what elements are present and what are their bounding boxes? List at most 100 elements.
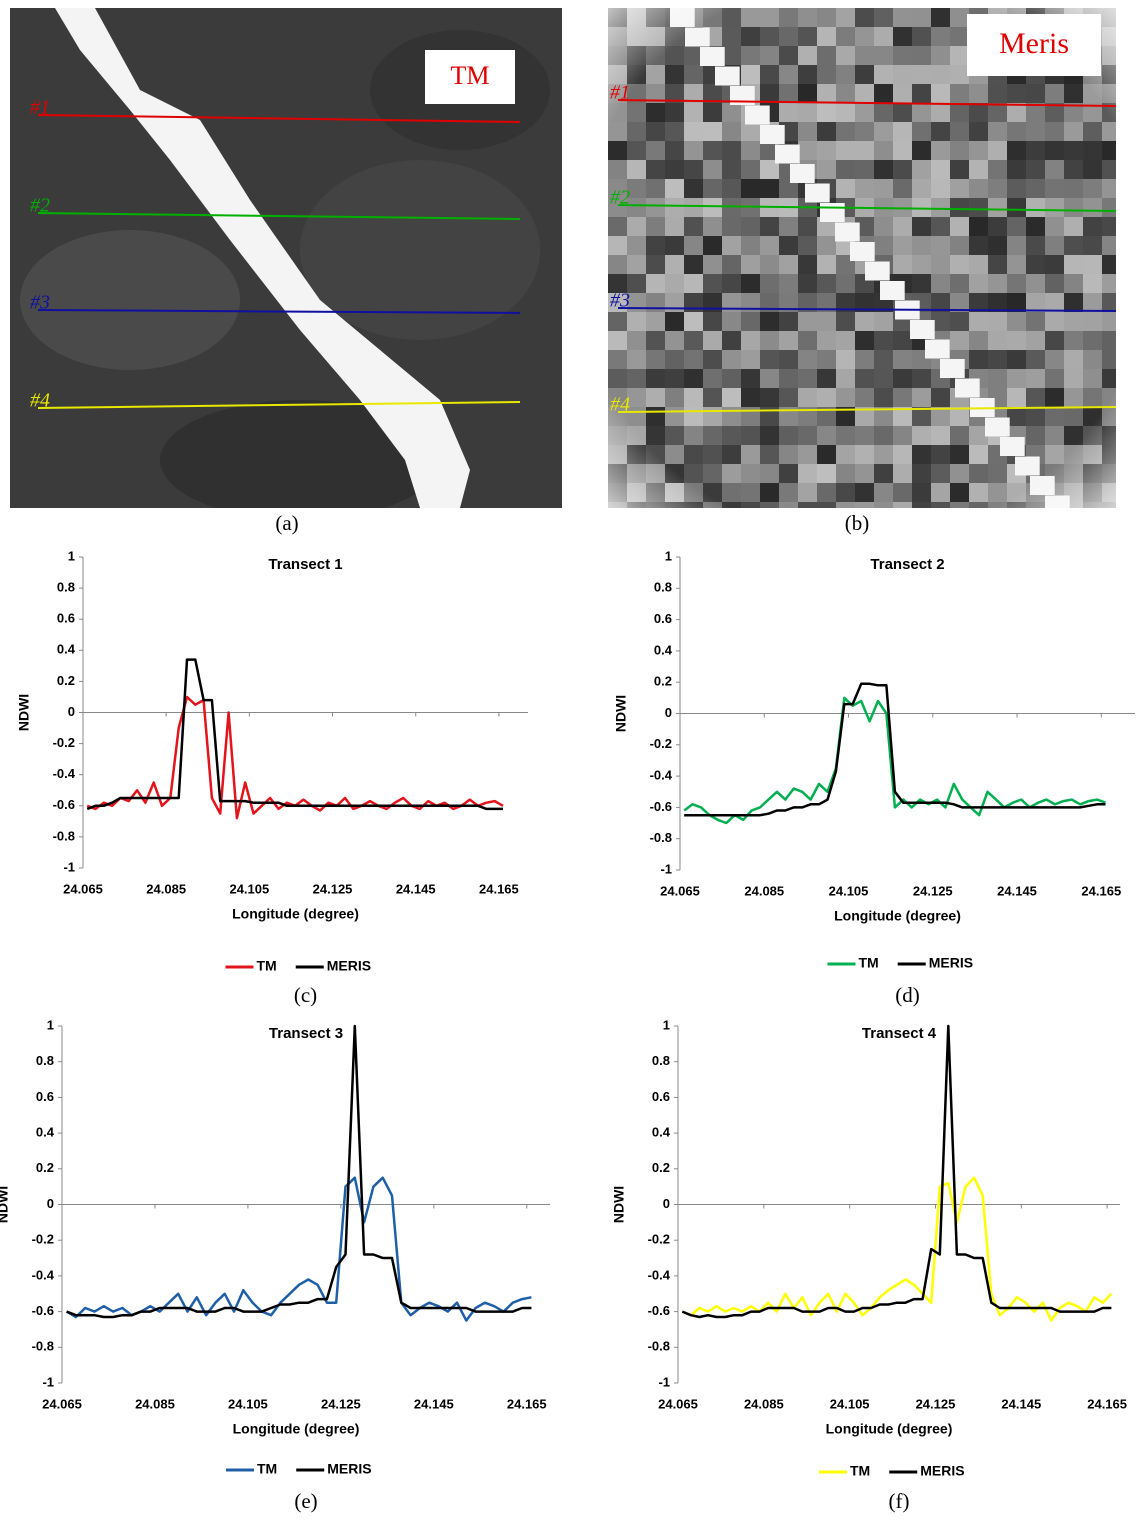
label-box bbox=[967, 14, 1101, 76]
x-tick-label: 24.105 bbox=[829, 883, 869, 898]
y-tick-label: 0 bbox=[68, 704, 75, 719]
y-tick-label: -1 bbox=[658, 1374, 670, 1389]
x-tick-label: 24.065 bbox=[658, 1396, 698, 1411]
y-tick-label: 0.4 bbox=[57, 642, 76, 657]
transect-line bbox=[37, 401, 521, 409]
image-label: Meris bbox=[999, 27, 1069, 60]
y-tick-label: -0.8 bbox=[650, 830, 672, 845]
chart-title: Transect 2 bbox=[870, 556, 944, 573]
x-tick-label: 24.145 bbox=[997, 883, 1037, 898]
caption: (c) bbox=[294, 983, 317, 1007]
x-tick-label: 24.065 bbox=[42, 1396, 82, 1411]
y-tick-label: -0.8 bbox=[53, 828, 75, 843]
y-tick-label: 0.4 bbox=[36, 1125, 55, 1140]
legend-label: MERIS bbox=[920, 1463, 964, 1479]
caption: (f) bbox=[889, 1489, 910, 1513]
y-tick-label: 0.2 bbox=[36, 1160, 54, 1175]
x-tick-label: 24.125 bbox=[916, 1396, 956, 1411]
x-tick-label: 24.145 bbox=[396, 881, 436, 896]
x-tick-label: 24.065 bbox=[63, 881, 103, 896]
y-tick-label: 1 bbox=[665, 548, 672, 563]
label-box bbox=[425, 50, 515, 104]
x-tick-label: 24.125 bbox=[913, 883, 953, 898]
caption: (a) bbox=[275, 511, 298, 535]
x-tick-label: 24.085 bbox=[744, 883, 784, 898]
y-axis-label: NDWI bbox=[16, 694, 32, 731]
y-axis-label: NDWI bbox=[0, 1186, 11, 1223]
y-tick-label: -0.6 bbox=[648, 1303, 670, 1318]
terrain bbox=[160, 400, 440, 508]
x-tick-label: 24.085 bbox=[146, 881, 186, 896]
x-tick-label: 24.105 bbox=[229, 881, 269, 896]
transect-label: #2 bbox=[30, 195, 50, 217]
y-tick-label: -0.6 bbox=[650, 799, 672, 814]
transect-line bbox=[617, 99, 1116, 107]
y-tick-label: -0.4 bbox=[32, 1267, 55, 1282]
y-tick-label: 0.2 bbox=[57, 673, 75, 688]
x-axis-label: Longitude (degree) bbox=[233, 1421, 360, 1437]
x-axis-label: Longitude (degree) bbox=[232, 906, 359, 922]
x-tick-label: 24.165 bbox=[1081, 883, 1121, 898]
series-line bbox=[681, 1024, 1112, 1319]
y-tick-label: -0.4 bbox=[650, 768, 673, 783]
transect-line bbox=[617, 406, 1116, 413]
transect-line bbox=[37, 309, 521, 314]
chart-title: Transect 3 bbox=[269, 1025, 343, 1042]
terrain bbox=[300, 160, 540, 340]
transect-label: #2 bbox=[610, 187, 630, 209]
caption: (e) bbox=[294, 1489, 317, 1513]
legend-label: MERIS bbox=[327, 1461, 371, 1477]
legend-label: TM bbox=[257, 1461, 277, 1477]
legend-label: TM bbox=[850, 1463, 870, 1479]
y-tick-label: 1 bbox=[68, 548, 75, 563]
x-axis-label: Longitude (degree) bbox=[826, 1421, 953, 1437]
image-label: TM bbox=[451, 61, 490, 90]
transect-line bbox=[617, 204, 1116, 212]
transect-line bbox=[37, 212, 521, 220]
x-tick-label: 24.125 bbox=[321, 1396, 361, 1411]
y-tick-label: -0.6 bbox=[53, 797, 75, 812]
river bbox=[55, 8, 470, 508]
legend-label: MERIS bbox=[929, 955, 973, 971]
y-tick-label: -0.2 bbox=[32, 1232, 54, 1247]
x-axis-label: Longitude (degree) bbox=[834, 908, 961, 924]
series-line bbox=[66, 1024, 532, 1319]
y-tick-label: 0.6 bbox=[57, 611, 75, 626]
y-axis-label: NDWI bbox=[611, 1186, 627, 1223]
legend-label: MERIS bbox=[327, 958, 371, 974]
y-tick-label: 0.6 bbox=[36, 1089, 54, 1104]
y-tick-label: -1 bbox=[660, 861, 672, 876]
transect-label: #3 bbox=[610, 290, 630, 312]
transect-label: #4 bbox=[30, 390, 50, 412]
transect-label: #1 bbox=[30, 97, 50, 119]
y-tick-label: -0.8 bbox=[648, 1339, 670, 1354]
series-line bbox=[65, 1176, 532, 1322]
legend-label: TM bbox=[859, 955, 879, 971]
caption: (d) bbox=[895, 983, 920, 1007]
y-tick-label: 0.2 bbox=[652, 1160, 670, 1175]
y-tick-label: 0.8 bbox=[36, 1053, 54, 1068]
y-tick-label: 1 bbox=[47, 1017, 54, 1032]
y-tick-label: 0 bbox=[665, 705, 672, 720]
x-tick-label: 24.165 bbox=[507, 1396, 547, 1411]
y-tick-label: -0.4 bbox=[648, 1267, 671, 1282]
y-tick-label: 0.8 bbox=[654, 580, 672, 595]
transect-label: #3 bbox=[30, 292, 50, 314]
transect-line bbox=[37, 114, 521, 123]
legend-label: TM bbox=[257, 958, 277, 974]
x-tick-label: 24.125 bbox=[313, 881, 353, 896]
x-tick-label: 24.165 bbox=[479, 881, 519, 896]
vignette bbox=[608, 8, 1116, 508]
y-tick-label: -0.6 bbox=[32, 1303, 54, 1318]
y-tick-label: 0 bbox=[47, 1196, 54, 1211]
x-tick-label: 24.085 bbox=[135, 1396, 175, 1411]
y-tick-label: 0.4 bbox=[652, 1125, 671, 1140]
x-tick-label: 24.145 bbox=[414, 1396, 454, 1411]
series-line bbox=[684, 682, 1106, 817]
x-tick-label: 24.085 bbox=[744, 1396, 784, 1411]
transect-label: #1 bbox=[610, 82, 630, 104]
series-line bbox=[681, 1176, 1113, 1322]
x-tick-label: 24.165 bbox=[1087, 1396, 1127, 1411]
transect-label: #4 bbox=[610, 394, 630, 416]
series-line bbox=[86, 658, 503, 811]
